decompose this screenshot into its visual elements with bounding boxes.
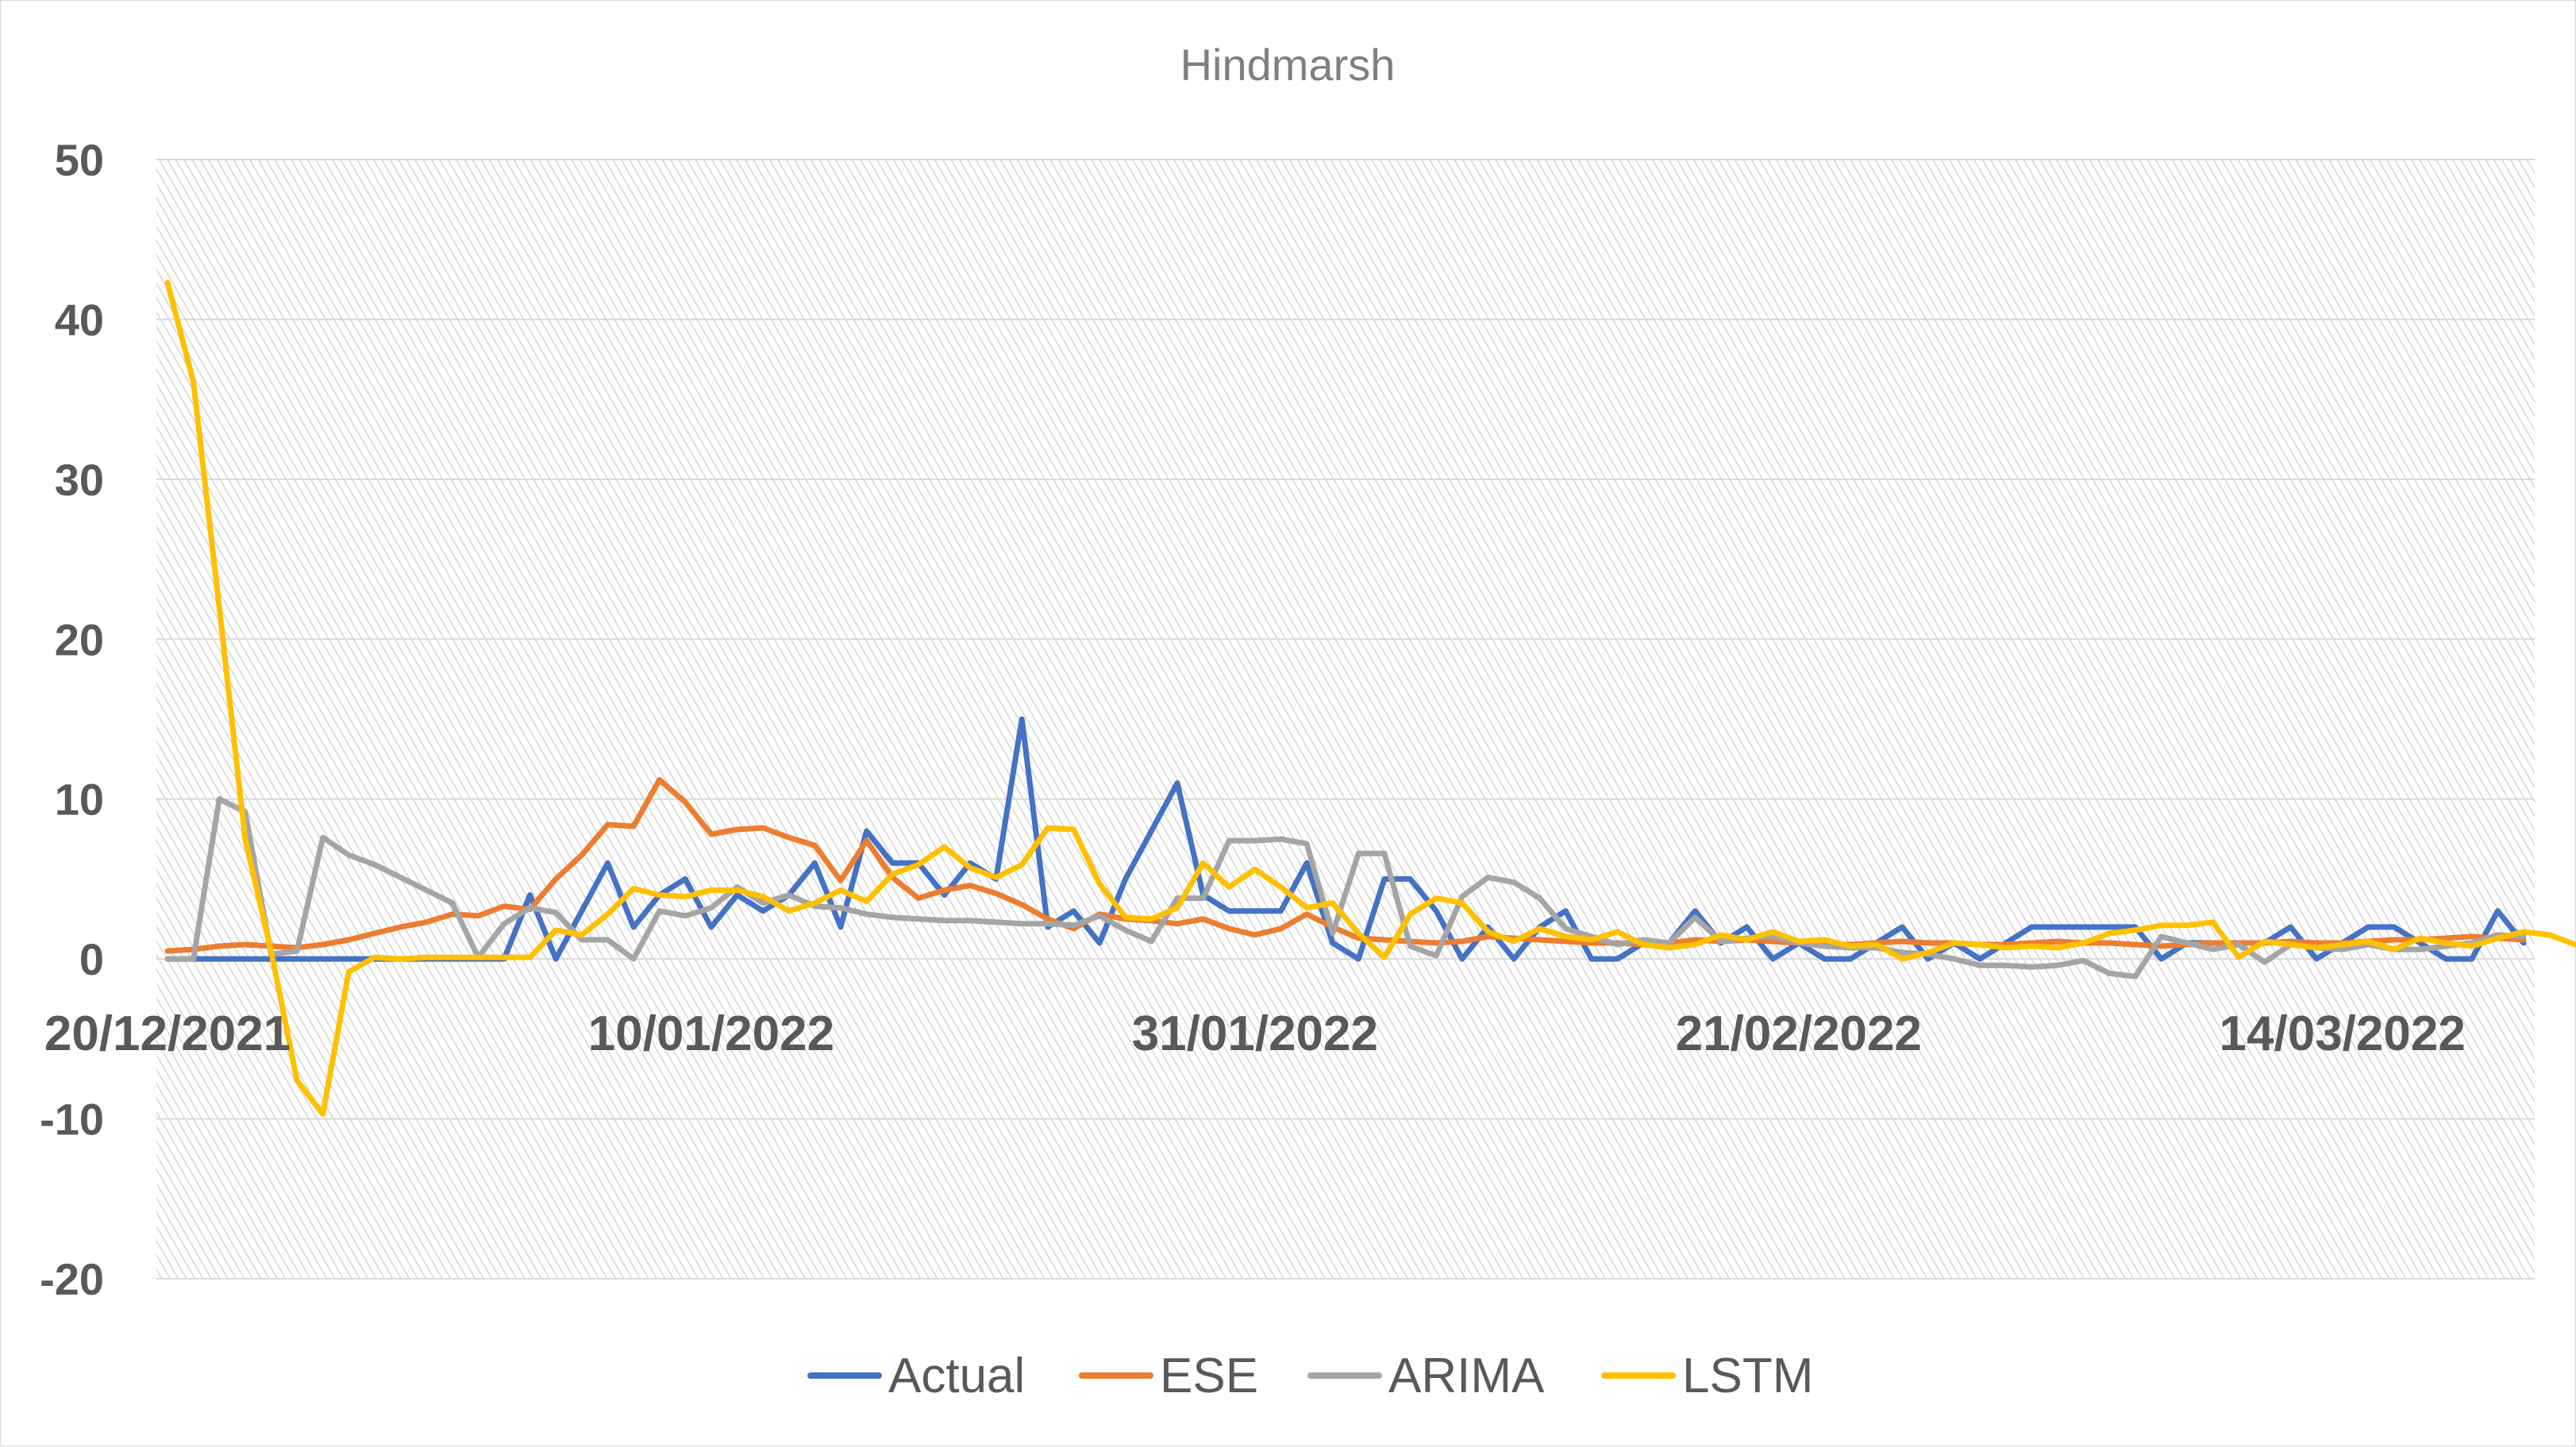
y-tick-label: 30 bbox=[55, 455, 104, 505]
x-tick-label: 20/12/2021 bbox=[44, 1006, 291, 1061]
x-tick-label: 21/02/2022 bbox=[1676, 1006, 1922, 1061]
legend-label-ese: ESE bbox=[1160, 1349, 1258, 1403]
y-tick-label: -10 bbox=[40, 1095, 104, 1145]
y-tick-label: -20 bbox=[40, 1254, 104, 1304]
legend: Actual ESE ARIMA LSTM bbox=[807, 1349, 1813, 1403]
series-lines bbox=[164, 279, 2576, 1117]
gridlines bbox=[156, 159, 2535, 1280]
chart-title: Hindmarsh bbox=[1180, 40, 1396, 90]
y-tick-label: 20 bbox=[55, 614, 104, 664]
x-tick-label: 10/01/2022 bbox=[588, 1006, 834, 1061]
legend-label-lstm: LSTM bbox=[1682, 1349, 1813, 1403]
y-tick-label: 40 bbox=[55, 294, 104, 344]
series-line-arima bbox=[164, 796, 2527, 979]
series-line-lstm bbox=[164, 279, 2576, 1117]
x-axis-ticks: 20/12/2021 10/01/2022 31/01/2022 21/02/2022… bbox=[44, 1006, 2466, 1061]
y-tick-label: 0 bbox=[79, 934, 104, 984]
legend-label-actual: Actual bbox=[888, 1349, 1025, 1403]
x-tick-label: 14/03/2022 bbox=[2220, 1006, 2466, 1061]
plot-area bbox=[156, 160, 2535, 1279]
x-tick-label: 31/01/2022 bbox=[1132, 1006, 1378, 1061]
series-line-actual bbox=[164, 716, 2527, 962]
y-tick-label: 10 bbox=[55, 775, 104, 825]
y-tick-label: 50 bbox=[55, 135, 104, 185]
legend-label-arima: ARIMA bbox=[1388, 1349, 1545, 1403]
series-line-ese bbox=[164, 777, 2527, 954]
y-axis-ticks: 50 40 30 20 10 0 -10 -20 bbox=[40, 135, 104, 1304]
